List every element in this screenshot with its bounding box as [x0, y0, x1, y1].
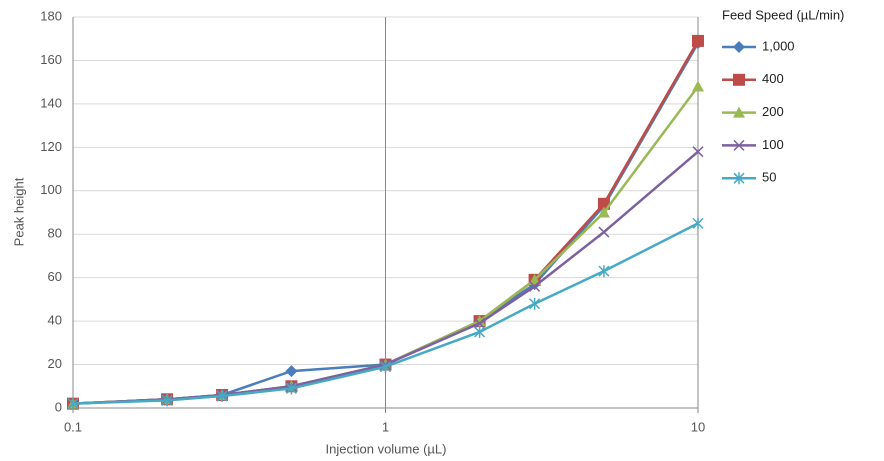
marker	[67, 397, 79, 410]
y-tick-label: 80	[48, 226, 62, 241]
marker	[692, 80, 704, 92]
marker	[474, 317, 486, 329]
legend-title: Feed Speed (µL/min)	[722, 7, 844, 22]
legend-label: 400	[762, 71, 784, 86]
marker	[216, 390, 228, 403]
y-tick-label: 140	[40, 95, 62, 110]
marker	[285, 382, 297, 395]
marker	[598, 265, 610, 278]
marker	[598, 226, 610, 238]
y-tick-label: 60	[48, 269, 62, 284]
x-tick-label: 1	[382, 419, 389, 434]
y-tick-label: 180	[40, 8, 62, 23]
marker	[692, 217, 704, 230]
y-tick-label: 0	[55, 399, 62, 414]
marker	[285, 365, 298, 378]
marker	[474, 325, 486, 338]
y-tick-label: 100	[40, 182, 62, 197]
x-axis-title: Injection volume (µL)	[326, 441, 447, 456]
legend-label: 100	[762, 137, 784, 152]
x-tick-label: 10	[691, 419, 705, 434]
marker	[733, 41, 745, 53]
y-tick-label: 20	[48, 356, 62, 371]
y-tick-label: 160	[40, 52, 62, 67]
legend-label: 1,000	[762, 38, 795, 53]
y-tick-label: 120	[40, 139, 62, 154]
marker	[733, 106, 745, 118]
marker	[529, 280, 541, 292]
marker	[692, 34, 704, 47]
marker	[379, 360, 392, 373]
marker	[733, 139, 745, 151]
marker	[528, 273, 541, 285]
marker	[692, 146, 704, 158]
marker	[733, 172, 745, 185]
y-tick-label: 40	[48, 313, 62, 328]
marker	[597, 206, 610, 218]
x-tick-label: 0.1	[64, 419, 82, 434]
marker	[733, 73, 745, 86]
y-axis-title: Peak height	[11, 177, 26, 246]
legend-label: 50	[762, 170, 776, 185]
marker	[529, 297, 541, 310]
marker	[161, 394, 173, 407]
legend-label: 200	[762, 104, 784, 119]
